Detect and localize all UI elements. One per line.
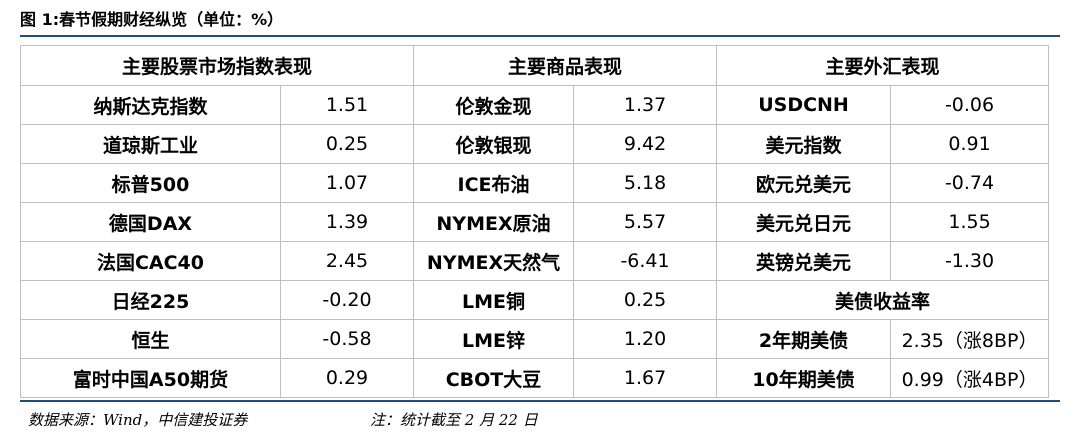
header-cell: 主要商品表现 bbox=[413, 45, 718, 86]
row-label: 德国DAX bbox=[20, 202, 281, 242]
table-row: 德国DAX 1.39 NYMEX原油 5.57 美元兑日元 1.55 bbox=[20, 202, 1050, 242]
value-cell: 0.25 bbox=[573, 280, 718, 320]
value-cell: 5.57 bbox=[573, 202, 718, 242]
table-row: 纳斯达克指数 1.51 伦敦金现 1.37 USDCNH -0.06 bbox=[20, 85, 1050, 125]
value-cell: 1.07 bbox=[279, 163, 415, 203]
value-cell: -0.74 bbox=[890, 163, 1050, 203]
value-cell: -0.06 bbox=[890, 85, 1050, 125]
table-row: 日经225 -0.20 LME铜 0.25 美债收益率 bbox=[20, 280, 1050, 320]
row-label: LME锌 bbox=[413, 319, 575, 359]
row-label: USDCNH bbox=[716, 85, 892, 125]
title-rule bbox=[20, 35, 1060, 37]
value-cell: 0.99（涨4BP） bbox=[890, 358, 1050, 398]
row-label: 恒生 bbox=[20, 319, 281, 359]
row-label: ICE布油 bbox=[413, 163, 575, 203]
figure-title: 图 1:春节假期财经纵览（单位：%） bbox=[20, 10, 284, 29]
row-label: 法国CAC40 bbox=[20, 241, 281, 281]
value-cell: 2.35（涨8BP） bbox=[890, 319, 1050, 359]
row-label: 2年期美债 bbox=[716, 319, 892, 359]
row-label: 英镑兑美元 bbox=[716, 241, 892, 281]
value-cell: -1.30 bbox=[890, 241, 1050, 281]
table-row: 道琼斯工业 0.25 伦敦银现 9.42 美元指数 0.91 bbox=[20, 124, 1050, 164]
value-cell: 1.39 bbox=[279, 202, 415, 242]
value-cell: 9.42 bbox=[573, 124, 718, 164]
row-label: NYMEX原油 bbox=[413, 202, 575, 242]
footer-rule bbox=[20, 400, 1060, 402]
row-label: 伦敦银现 bbox=[413, 124, 575, 164]
row-label: LME铜 bbox=[413, 280, 575, 320]
table-row: 恒生 -0.58 LME锌 1.20 2年期美债 2.35（涨8BP） bbox=[20, 319, 1050, 359]
value-cell: -0.58 bbox=[279, 319, 415, 359]
value-cell: -0.20 bbox=[279, 280, 415, 320]
header-cell: 主要股票市场指数表现 bbox=[19, 45, 415, 86]
row-label: 道琼斯工业 bbox=[20, 124, 281, 164]
value-cell: 2.45 bbox=[279, 241, 415, 281]
note: 注：统计截至 2 月 22 日 bbox=[370, 411, 538, 429]
row-label: 美元兑日元 bbox=[716, 202, 892, 242]
row-label: CBOT大豆 bbox=[413, 358, 575, 398]
table-row: 法国CAC40 2.45 NYMEX天然气 -6.41 英镑兑美元 -1.30 bbox=[20, 241, 1050, 281]
row-label: 美元指数 bbox=[716, 124, 892, 164]
table-row: 富时中国A50期货 0.29 CBOT大豆 1.67 10年期美债 0.99（涨4BP） bbox=[20, 358, 1050, 398]
row-label: 标普500 bbox=[20, 163, 281, 203]
value-cell: -6.41 bbox=[573, 241, 718, 281]
header-row: 主要股票市场指数表现 主要商品表现 主要外汇表现 bbox=[19, 45, 1050, 86]
value-cell: 1.67 bbox=[573, 358, 718, 398]
value-cell: 1.20 bbox=[573, 319, 718, 359]
row-label: 日经225 bbox=[20, 280, 281, 320]
table-row: 标普500 1.07 ICE布油 5.18 欧元兑美元 -0.74 bbox=[20, 163, 1050, 203]
row-label: 10年期美债 bbox=[716, 358, 892, 398]
row-label: 富时中国A50期货 bbox=[20, 358, 281, 398]
row-label: 伦敦金现 bbox=[413, 85, 575, 125]
value-cell: 0.91 bbox=[890, 124, 1050, 164]
value-cell: 1.37 bbox=[573, 85, 718, 125]
header-cell: 主要外汇表现 bbox=[716, 45, 1050, 86]
value-cell: 5.18 bbox=[573, 163, 718, 203]
source: 数据来源：Wind，中信建投证券 bbox=[28, 411, 248, 429]
value-cell: 1.51 bbox=[279, 85, 415, 125]
row-label: 纳斯达克指数 bbox=[20, 85, 281, 125]
row-label: 欧元兑美元 bbox=[716, 163, 892, 203]
header-cell: 美债收益率 bbox=[716, 280, 1050, 320]
value-cell: 1.55 bbox=[890, 202, 1050, 242]
value-cell: 0.29 bbox=[279, 358, 415, 398]
summary-table: 主要股票市场指数表现 主要商品表现 主要外汇表现 纳斯达克指数 1.51 伦敦金现 1.37… bbox=[19, 45, 1050, 398]
value-cell: 0.25 bbox=[279, 124, 415, 164]
row-label: NYMEX天然气 bbox=[413, 241, 575, 281]
